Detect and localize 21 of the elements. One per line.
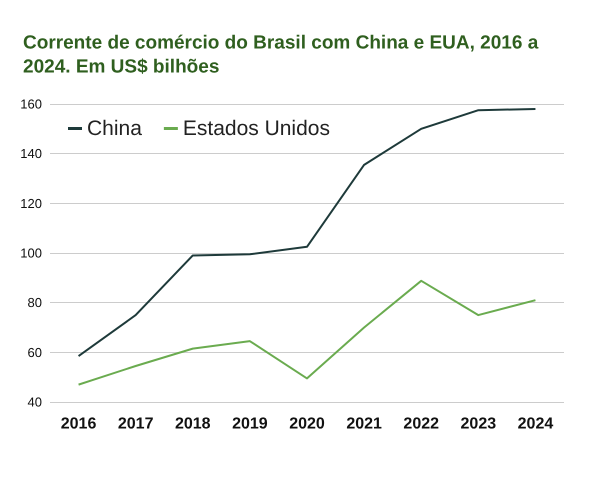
line-series [78, 108, 536, 358]
line-series [78, 280, 536, 386]
y-tick-label: 40 [28, 394, 42, 410]
chart-title: Corrente de comércio do Brasil com China e EUA, 2016 a 2024. Em US$ bilhões [23, 32, 544, 78]
x-tick-label: 2019 [232, 416, 268, 432]
y-tick-label: 100 [20, 246, 42, 260]
y-tick-label: 80 [28, 295, 42, 310]
y-tick-label: 160 [20, 96, 42, 112]
y-tick-label: 120 [20, 196, 42, 211]
x-tick-label: 2021 [346, 416, 382, 432]
x-tick-label: 2022 [403, 416, 440, 432]
x-tick-label: 2020 [289, 416, 325, 432]
legend-label: Estados Unidos [182, 117, 330, 140]
x-tick-label: 2018 [174, 416, 211, 432]
x-tick-label: 2024 [518, 416, 554, 432]
x-tick-label: 2016 [60, 416, 96, 432]
y-tick-label: 60 [28, 344, 42, 360]
x-tick-label: 2023 [460, 416, 496, 432]
legend-label: China [87, 117, 142, 140]
y-tick-label: 140 [20, 146, 42, 162]
x-tick-label: 2017 [118, 416, 154, 432]
